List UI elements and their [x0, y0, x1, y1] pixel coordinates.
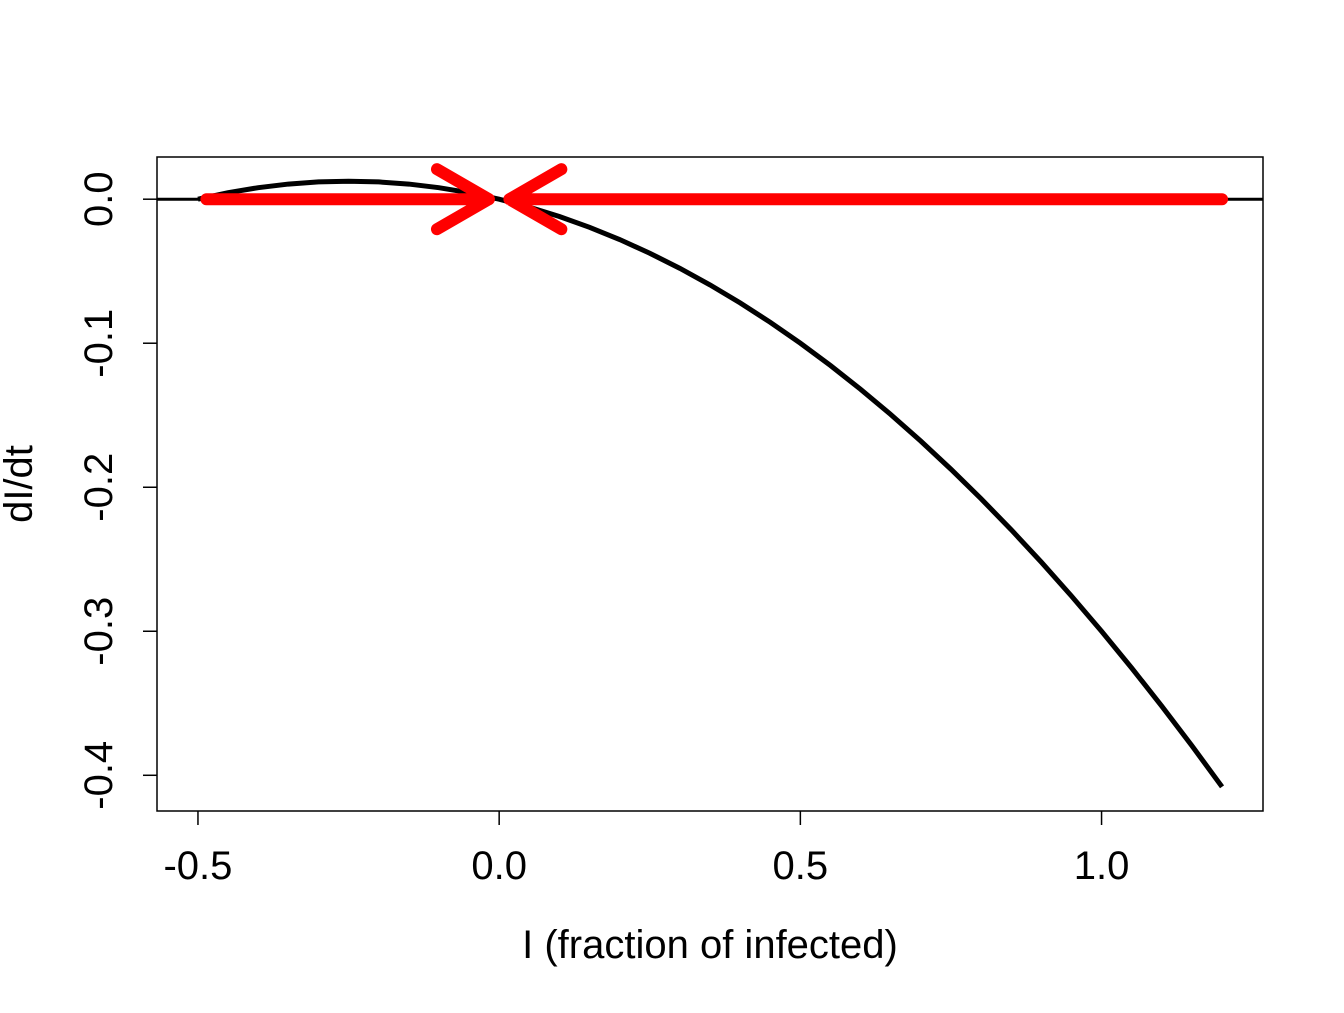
curve [197, 178, 1225, 789]
arrow [503, 163, 1229, 236]
x-tick-label: 0.5 [773, 844, 829, 888]
x-axis-label: I (fraction of infected) [522, 923, 898, 967]
y-tick-label: 0.0 [77, 171, 121, 227]
y-axis-label: dI/dt [0, 445, 41, 523]
x-tick-label: 1.0 [1074, 844, 1130, 888]
y-tick-label: -0.2 [77, 453, 121, 522]
x-tick-label: -0.5 [163, 844, 232, 888]
y-tick-label: -0.4 [77, 741, 121, 810]
plot-box [156, 156, 1264, 812]
x-tick-label: 0.0 [471, 844, 527, 888]
y-tick-label: -0.3 [77, 597, 121, 666]
y-tick-label: -0.1 [77, 309, 121, 378]
arrow [200, 163, 495, 236]
